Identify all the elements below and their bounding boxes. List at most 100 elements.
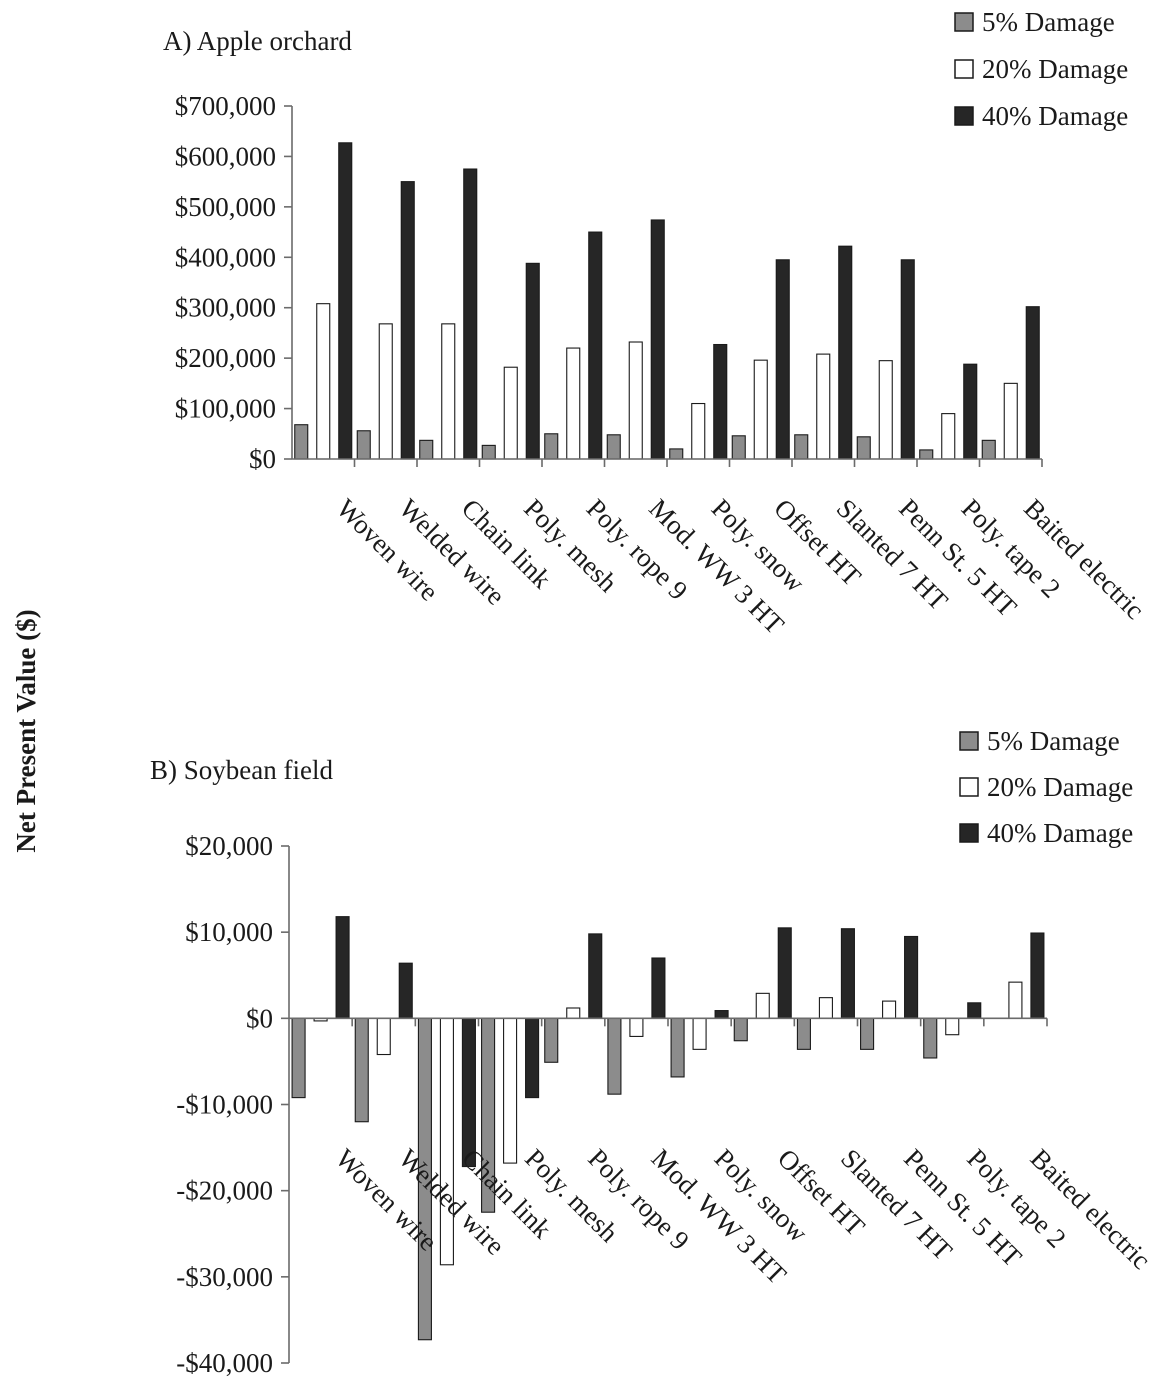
y-tick-label: -$20,000: [176, 1176, 273, 1206]
bar-40-damage-offset-ht: [775, 259, 790, 460]
y-tick-label: -$10,000: [176, 1090, 273, 1120]
y-tick-label: -$40,000: [176, 1348, 273, 1378]
bar-5-damage-woven-wire: [291, 1017, 306, 1099]
bar-40-damage-woven-wire: [335, 916, 350, 1019]
bar-20-damage-welded-wire: [376, 1017, 391, 1056]
bar-5-damage-chain-link: [419, 439, 434, 460]
bar-5-damage-poly-tape-2: [919, 449, 934, 460]
y-tick-label: $100,000: [175, 394, 276, 424]
bar-5-damage-poly-snow: [670, 1017, 685, 1078]
bar-20-damage-penn-st-5-ht: [882, 1000, 897, 1019]
legend-label: 5% Damage: [987, 726, 1120, 756]
bar-20-damage-mod-ww-3-ht: [629, 1017, 644, 1037]
bar-40-damage-baited-electric: [1030, 932, 1045, 1019]
bar-20-damage-slanted-7-ht: [818, 997, 833, 1019]
y-tick-label: $0: [249, 444, 276, 474]
bar-5-damage-poly-rope-9: [544, 433, 559, 460]
legend-swatch-40-damage: [954, 106, 974, 126]
bar-40-damage-welded-wire: [398, 962, 413, 1019]
legend-label: 40% Damage: [987, 818, 1133, 848]
bar-20-damage-penn-st-5-ht: [878, 360, 893, 460]
bar-40-damage-poly-mesh: [525, 262, 540, 460]
bar-40-damage-poly-tape-2: [967, 1002, 982, 1019]
bar-40-damage-welded-wire: [400, 181, 415, 460]
bar-40-damage-slanted-7-ht: [838, 245, 853, 460]
bar-5-damage-penn-st-5-ht: [860, 1017, 875, 1050]
y-tick-label: $10,000: [185, 917, 273, 947]
y-tick-label: $700,000: [175, 91, 276, 121]
bar-40-damage-mod-ww-3-ht: [650, 219, 665, 460]
panel-title: B) Soybean field: [150, 755, 333, 785]
legend-label: 40% Damage: [982, 101, 1128, 131]
bar-5-damage-poly-snow: [669, 448, 684, 460]
bar-20-damage-poly-mesh: [503, 366, 518, 460]
y-tick-label: $500,000: [175, 192, 276, 222]
bar-5-damage-poly-rope-9: [544, 1017, 559, 1063]
bar-20-damage-poly-rope-9: [566, 347, 581, 460]
y-tick-label: -$30,000: [176, 1262, 273, 1292]
bar-5-damage-poly-mesh: [481, 444, 496, 460]
y-tick-label: $400,000: [175, 242, 276, 272]
bar-20-damage-mod-ww-3-ht: [628, 341, 643, 460]
bar-20-damage-baited-electric: [1008, 981, 1023, 1019]
bar-20-damage-offset-ht: [753, 359, 768, 460]
y-tick-label: $300,000: [175, 293, 276, 323]
bar-5-damage-welded-wire: [356, 430, 371, 460]
bar-20-damage-poly-tape-2: [941, 413, 956, 460]
bar-20-damage-offset-ht: [755, 992, 770, 1019]
y-tick-label: $600,000: [175, 141, 276, 171]
legend-swatch-20-damage: [954, 59, 974, 79]
y-tick-label: $0: [246, 1003, 273, 1033]
bar-5-damage-slanted-7-ht: [794, 434, 809, 460]
legend-swatch-40-damage: [959, 823, 979, 843]
legend-label: 20% Damage: [982, 54, 1128, 84]
bar-20-damage-poly-snow: [691, 402, 706, 460]
bar-5-damage-mod-ww-3-ht: [606, 434, 621, 460]
bar-20-damage-poly-snow: [692, 1017, 707, 1050]
bar-40-damage-poly-snow: [714, 1010, 729, 1019]
bar-20-damage-poly-tape-2: [945, 1017, 960, 1036]
bar-40-damage-offset-ht: [777, 927, 792, 1019]
bar-5-damage-penn-st-5-ht: [856, 436, 871, 460]
shared-y-axis-label: Net Present Value ($): [11, 609, 41, 852]
legend-swatch-20-damage: [959, 777, 979, 797]
bar-5-damage-poly-tape-2: [923, 1017, 938, 1059]
legend-label: 20% Damage: [987, 772, 1133, 802]
panel-title: A) Apple orchard: [163, 26, 352, 56]
bar-5-damage-slanted-7-ht: [796, 1017, 811, 1050]
bar-20-damage-slanted-7-ht: [816, 353, 831, 460]
y-tick-label: $200,000: [175, 343, 276, 373]
legend-swatch-5-damage: [954, 12, 974, 32]
bar-40-damage-baited-electric: [1025, 306, 1040, 460]
bar-20-damage-welded-wire: [378, 323, 393, 460]
bar-5-damage-woven-wire: [294, 424, 309, 460]
bar-40-damage-slanted-7-ht: [840, 928, 855, 1019]
bar-40-damage-mod-ww-3-ht: [651, 957, 666, 1019]
y-tick-label: $20,000: [185, 831, 273, 861]
bar-20-damage-baited-electric: [1003, 382, 1018, 460]
bar-40-damage-poly-rope-9: [588, 933, 603, 1019]
bar-40-damage-penn-st-5-ht: [900, 259, 915, 460]
bar-40-damage-penn-st-5-ht: [904, 935, 919, 1019]
bar-40-damage-chain-link: [463, 168, 478, 460]
bar-20-damage-poly-mesh: [503, 1017, 518, 1164]
bar-5-damage-offset-ht: [733, 1017, 748, 1042]
bar-5-damage-offset-ht: [731, 435, 746, 460]
bar-40-damage-woven-wire: [338, 142, 353, 460]
panel-soybean-field: B) Soybean field -$40,000 -$30,000 -$20,000…: [150, 726, 1157, 1378]
bar-20-damage-woven-wire: [316, 303, 331, 460]
bar-40-damage-chain-link: [461, 1017, 476, 1168]
bar-5-damage-welded-wire: [354, 1017, 369, 1123]
bar-40-damage-poly-rope-9: [588, 231, 603, 460]
bar-20-damage-chain-link: [439, 1017, 454, 1266]
bar-5-damage-mod-ww-3-ht: [607, 1017, 622, 1095]
bar-20-damage-poly-rope-9: [566, 1007, 581, 1019]
bar-5-damage-baited-electric: [981, 439, 996, 460]
legend-label: 5% Damage: [982, 7, 1115, 37]
legend-swatch-5-damage: [959, 731, 979, 751]
bar-40-damage-poly-mesh: [525, 1017, 540, 1099]
bar-20-damage-chain-link: [441, 323, 456, 460]
bar-40-damage-poly-snow: [713, 343, 728, 460]
panel-apple-orchard: A) Apple orchard $0 $100,000 $200,000 $300,0…: [163, 7, 1150, 640]
